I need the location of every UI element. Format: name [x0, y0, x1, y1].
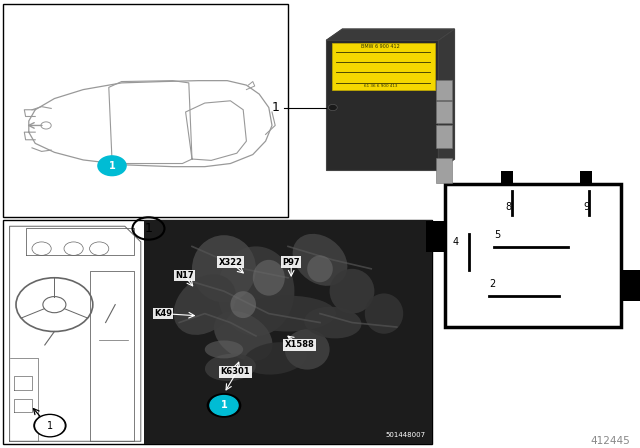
Text: 8: 8 [506, 202, 512, 211]
Circle shape [34, 414, 66, 437]
Text: 2: 2 [489, 279, 495, 289]
Ellipse shape [330, 269, 374, 314]
Bar [621, 270, 640, 301]
Ellipse shape [304, 307, 362, 338]
Text: 4: 4 [452, 237, 458, 247]
Text: K6301: K6301 [221, 367, 250, 376]
Bar [436, 79, 452, 99]
Ellipse shape [240, 296, 336, 332]
Ellipse shape [285, 329, 330, 370]
Circle shape [210, 396, 238, 415]
Text: 9: 9 [583, 202, 589, 211]
Circle shape [207, 394, 241, 417]
Bar [3, 220, 432, 444]
Bar [332, 43, 435, 90]
Circle shape [98, 156, 126, 176]
Text: 1: 1 [271, 101, 279, 114]
Bar [436, 101, 452, 123]
Ellipse shape [244, 342, 307, 375]
Circle shape [328, 104, 337, 111]
Bar [501, 171, 513, 184]
Text: P97: P97 [282, 258, 300, 267]
Bar [3, 4, 288, 217]
Ellipse shape [218, 246, 294, 336]
Bar [445, 184, 621, 327]
Bar [144, 220, 432, 444]
Ellipse shape [230, 291, 256, 318]
Bar [580, 171, 592, 184]
Bar [436, 125, 452, 148]
Ellipse shape [214, 311, 273, 361]
Ellipse shape [192, 235, 256, 302]
Bar [426, 221, 445, 253]
Text: N17: N17 [175, 271, 194, 280]
Text: 61 36 6 900 413: 61 36 6 900 413 [364, 85, 397, 88]
Text: 1: 1 [47, 421, 53, 431]
Text: 501448007: 501448007 [385, 432, 426, 438]
Ellipse shape [253, 260, 285, 296]
Ellipse shape [173, 274, 236, 335]
Circle shape [36, 416, 64, 435]
Text: K49: K49 [154, 309, 172, 318]
Text: 1: 1 [221, 401, 227, 410]
Text: X322: X322 [218, 258, 243, 267]
Ellipse shape [205, 354, 256, 381]
Ellipse shape [365, 293, 403, 334]
Text: 1: 1 [145, 222, 152, 235]
Ellipse shape [292, 234, 348, 286]
Ellipse shape [307, 255, 333, 282]
Bar [326, 40, 438, 170]
Polygon shape [326, 29, 454, 40]
Text: 412445: 412445 [591, 436, 630, 446]
Polygon shape [438, 29, 454, 170]
Text: X1588: X1588 [285, 340, 314, 349]
Text: 1: 1 [109, 161, 115, 171]
Text: 5: 5 [494, 230, 500, 240]
Ellipse shape [205, 340, 243, 358]
Bar [436, 158, 452, 182]
Text: BMW 6 900 412: BMW 6 900 412 [362, 44, 400, 49]
